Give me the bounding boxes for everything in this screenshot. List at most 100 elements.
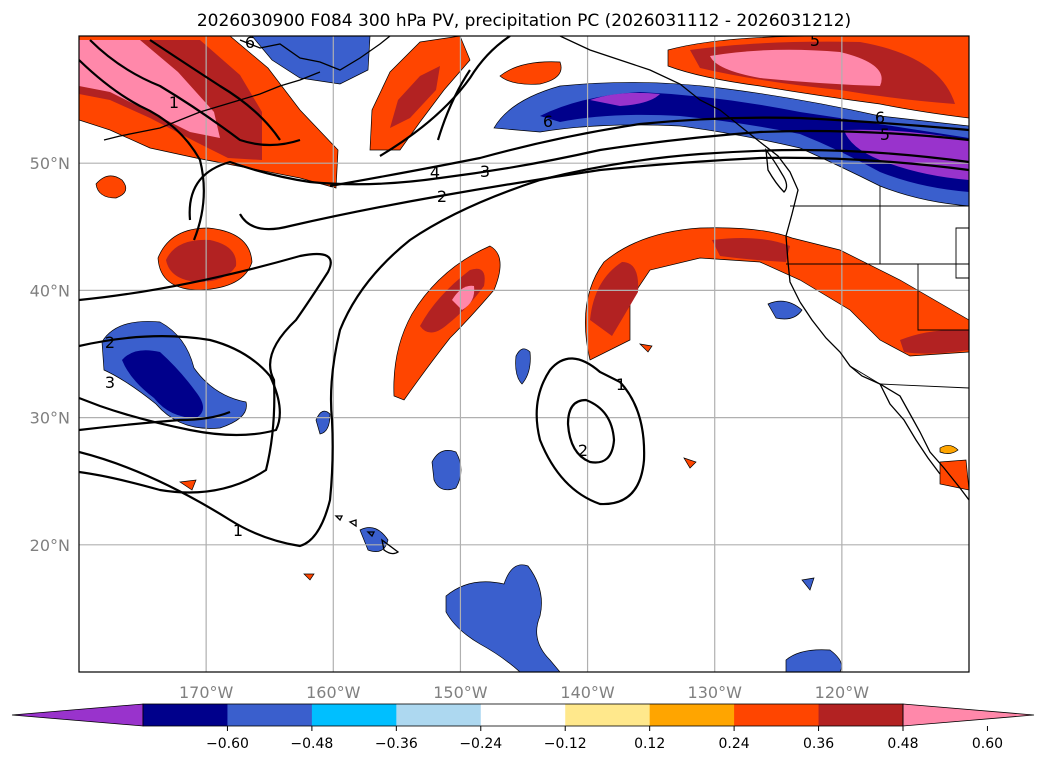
lon-tick-label: 130°W	[688, 683, 743, 702]
precip-positive-region	[95, 175, 127, 199]
colorbar-tick-label: −0.60	[206, 736, 249, 752]
contour-label: 6	[875, 108, 885, 127]
precip-negative-region	[122, 350, 203, 418]
colorbar-tick-label: 0.36	[803, 736, 834, 752]
colorbar-segment	[396, 704, 482, 726]
pv-contour	[79, 252, 332, 494]
precip-negative-region	[801, 577, 815, 591]
contour-label: 5	[810, 31, 820, 50]
contour-label: 2	[105, 333, 115, 352]
coastlines	[103, 36, 969, 555]
contour-label: 2	[437, 187, 447, 206]
longitude-labels: 170°W 160°W 150°W 140°W 130°W 120°W	[179, 683, 869, 702]
pv-contour	[535, 357, 646, 506]
lon-tick-label: 150°W	[433, 683, 488, 702]
precip-positive-region	[303, 573, 315, 581]
map-content: 1 1 1 2 2 2 3 3 4 5 5 6 6 6	[79, 31, 969, 672]
colorbar-tick-label: 0.12	[634, 736, 665, 752]
precip-positive-region	[499, 61, 562, 85]
precip-positive-region	[939, 459, 969, 491]
colorbar-tick-label: 0.24	[719, 736, 750, 752]
political-borders	[786, 186, 969, 389]
colorbar-tick-label: 0.60	[972, 736, 1003, 752]
pv-contour-labels: 1 1 1 2 2 2 3 3 4 5 5 6 6 6	[105, 31, 890, 540]
precip-positive-region	[683, 457, 697, 469]
lat-tick-label: 50°N	[30, 154, 70, 173]
colorbar-tick-label: −0.12	[544, 736, 587, 752]
contour-label: 3	[105, 373, 115, 392]
precip-positive-region	[166, 239, 237, 282]
precip-positive-region	[390, 66, 440, 128]
colorbar-segment	[649, 704, 735, 726]
colorbar-segment	[143, 704, 228, 726]
contour-label: 2	[578, 441, 588, 460]
contour-label: 5	[880, 125, 890, 144]
pv-contour	[149, 39, 281, 141]
precip-positive-region	[420, 268, 485, 333]
figure-title: 2026030900 F084 300 hPa PV, precipitatio…	[197, 11, 851, 31]
lon-tick-label: 140°W	[560, 683, 615, 702]
contour-label: 4	[430, 163, 440, 182]
lat-tick-label: 30°N	[30, 409, 70, 428]
precip-negative-region	[359, 527, 389, 552]
precip-positive-region	[939, 445, 959, 454]
precip-positive-region	[179, 479, 197, 491]
contour-label: 1	[616, 375, 626, 394]
colorbar-tick-label: −0.24	[459, 736, 502, 752]
precip-positive-region	[585, 227, 969, 361]
pv-contour	[79, 410, 231, 432]
precip-positive-region	[452, 285, 475, 310]
contour-label: 6	[543, 112, 553, 131]
colorbar: −0.60 −0.48 −0.36 −0.24 −0.12 0.12 0.24 0.36 0.4…	[11, 703, 1035, 752]
latitude-labels: 50°N 40°N 30°N 20°N	[30, 154, 70, 555]
pv-contour	[188, 129, 969, 221]
precip-positive-region	[638, 343, 653, 353]
precip-shading	[79, 36, 969, 672]
precip-positive-region	[710, 49, 882, 86]
graticule	[79, 36, 969, 672]
colorbar-segment	[818, 704, 904, 726]
precip-negative-region	[767, 300, 803, 320]
pv-contour	[239, 156, 969, 231]
lon-tick-label: 120°W	[815, 683, 870, 702]
colorbar-frame	[142, 703, 904, 727]
lon-tick-label: 170°W	[179, 683, 234, 702]
colorbar-segment	[311, 704, 397, 726]
colorbar-tick-label: −0.48	[290, 736, 333, 752]
pv-contour	[79, 148, 969, 548]
colorbar-segment	[227, 704, 313, 726]
contour-label: 3	[480, 162, 490, 181]
colorbar-extend-high	[902, 703, 1035, 727]
pv-contour	[379, 36, 511, 157]
precip-negative-region	[315, 410, 331, 435]
precip-positive-region	[79, 40, 220, 138]
precip-negative-region	[445, 564, 561, 672]
pv-contour	[79, 59, 205, 241]
contour-label: 6	[245, 33, 255, 52]
colorbar-segment	[480, 704, 566, 726]
pv-contour	[79, 335, 281, 437]
colorbar-extend-low	[11, 703, 144, 727]
precip-negative-region	[590, 92, 660, 106]
map-frame	[78, 35, 970, 673]
precip-negative-region	[785, 649, 842, 672]
pv-contour	[89, 39, 301, 147]
pv-contour	[566, 398, 616, 464]
lat-tick-label: 40°N	[30, 281, 70, 300]
precip-positive-region	[900, 329, 969, 354]
precip-negative-region	[431, 450, 462, 491]
pv-contour	[329, 116, 969, 188]
colorbar-segment	[734, 704, 820, 726]
colorbar-tick-label: −0.36	[375, 736, 418, 752]
pv-contours	[79, 36, 969, 548]
lat-tick-label: 20°N	[30, 536, 70, 555]
pv-contour	[436, 69, 471, 141]
lon-tick-label: 160°W	[306, 683, 361, 702]
colorbar-tick-label: 0.48	[887, 736, 918, 752]
contour-label: 1	[233, 521, 243, 540]
precip-positive-region	[712, 238, 790, 262]
precip-positive-region	[590, 262, 639, 336]
contour-label: 1	[169, 93, 179, 112]
colorbar-segment	[565, 704, 651, 726]
